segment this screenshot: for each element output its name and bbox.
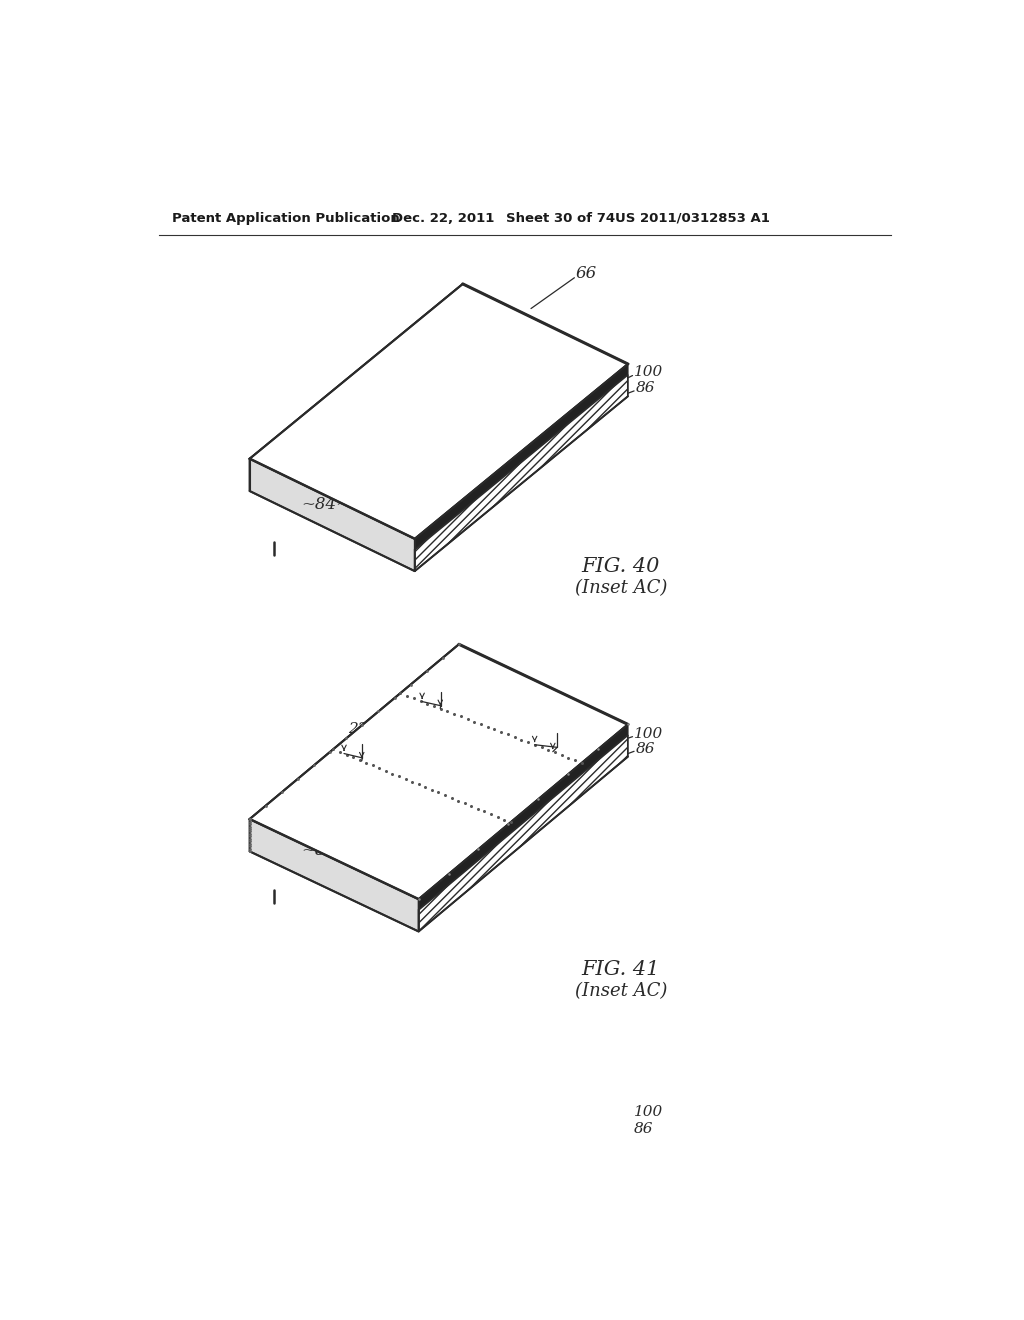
Polygon shape	[250, 284, 463, 491]
Text: FIG. 41: FIG. 41	[582, 961, 660, 979]
Text: 100: 100	[634, 726, 664, 741]
Text: US 2011/0312853 A1: US 2011/0312853 A1	[614, 213, 770, 224]
Text: Patent Application Publication: Patent Application Publication	[172, 213, 400, 224]
Text: 100: 100	[634, 366, 664, 379]
Polygon shape	[419, 735, 628, 932]
Text: 86: 86	[634, 1122, 653, 1135]
Polygon shape	[415, 375, 628, 572]
Text: Dec. 22, 2011: Dec. 22, 2011	[391, 213, 494, 224]
Text: ~84~: ~84~	[301, 496, 350, 513]
Text: 86: 86	[636, 742, 655, 756]
Polygon shape	[250, 284, 628, 539]
Polygon shape	[415, 364, 628, 549]
Text: 66: 66	[575, 265, 597, 282]
Polygon shape	[250, 644, 628, 899]
Text: ~66~: ~66~	[422, 763, 471, 780]
Text: 224: 224	[348, 722, 377, 735]
Polygon shape	[250, 644, 459, 851]
Text: 86: 86	[636, 381, 655, 395]
Text: 224: 224	[426, 669, 456, 684]
Text: 224: 224	[543, 711, 571, 725]
Text: 100: 100	[634, 1105, 664, 1118]
Text: (Inset AC): (Inset AC)	[574, 579, 667, 597]
Text: ~84~: ~84~	[301, 842, 350, 859]
Polygon shape	[250, 459, 415, 572]
Text: Sheet 30 of 74: Sheet 30 of 74	[506, 213, 615, 224]
Text: FIG. 40: FIG. 40	[582, 557, 660, 576]
Polygon shape	[250, 818, 419, 932]
Text: (Inset AC): (Inset AC)	[574, 982, 667, 1001]
Polygon shape	[419, 725, 628, 909]
